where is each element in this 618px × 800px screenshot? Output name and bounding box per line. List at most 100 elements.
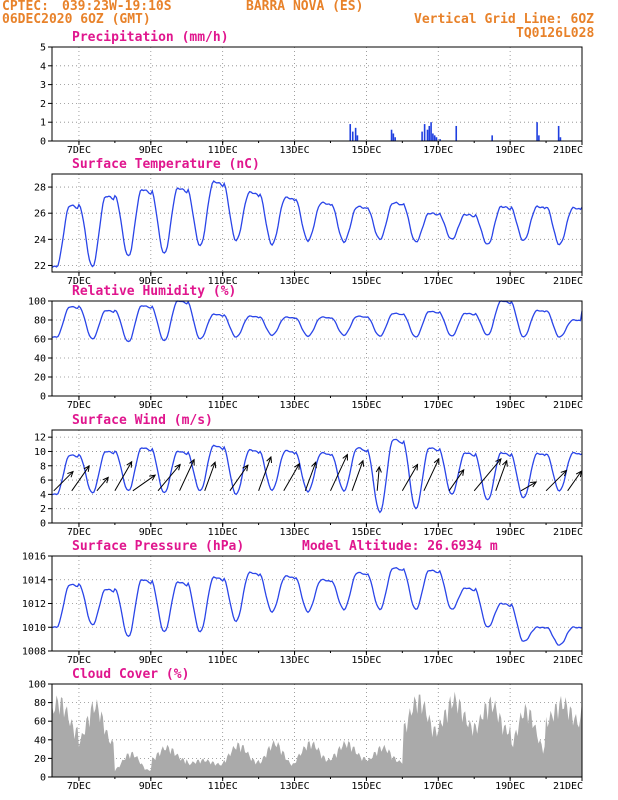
y-tick-label: 12	[34, 433, 46, 444]
y-tick-label: 80	[34, 698, 46, 709]
y-tick-label: 4	[40, 61, 46, 72]
wind-arrow	[157, 463, 181, 492]
plot-frame	[51, 683, 583, 778]
y-tick-label: 80	[34, 316, 46, 327]
precip-bar	[426, 129, 429, 141]
x-tick-label: 21DEC	[553, 781, 583, 792]
wind-arrow	[473, 458, 502, 492]
x-tick-label: 15DEC	[351, 655, 381, 666]
x-tick-label: 13DEC	[279, 655, 309, 666]
precip-bar	[354, 127, 357, 141]
plot-frame	[51, 173, 583, 273]
panel-title: Cloud Cover (%)	[72, 667, 189, 682]
y-tick-label: 26	[34, 209, 46, 220]
wind-arrow	[96, 476, 109, 492]
precip-bar	[491, 135, 493, 141]
x-tick-label: 15DEC	[351, 781, 381, 792]
wind-arrow	[423, 457, 440, 492]
y-tick-label: 8	[40, 461, 46, 472]
x-tick-label: 17DEC	[423, 527, 453, 538]
panel-title: Surface Pressure (hPa)	[72, 539, 244, 554]
series-line	[51, 300, 583, 343]
precip-bar	[439, 139, 441, 141]
x-tick-label: 15DEC	[351, 400, 381, 411]
x-tick-label: 17DEC	[423, 276, 453, 287]
y-tick-label: 1016	[22, 552, 46, 563]
x-tick-label: 7DEC	[67, 400, 91, 411]
x-tick-label: 15DEC	[351, 145, 381, 156]
y-tick-label: 1014	[22, 575, 46, 586]
y-tick-label: 4	[40, 490, 46, 501]
x-tick-label: 21DEC	[553, 527, 583, 538]
x-tick-label: 7DEC	[67, 655, 91, 666]
precip-bar	[435, 137, 438, 141]
header-source: CPTEC:	[2, 0, 49, 14]
precip-bar	[430, 122, 432, 141]
x-tick-label: 11DEC	[208, 527, 238, 538]
panel-5: Cloud Cover (%) 0 20 40 60 80 100 7DEC 9DEC 11DEC…	[28, 667, 583, 792]
model-altitude: Model Altitude: 26.6934 m	[302, 539, 498, 554]
wind-arrow	[283, 462, 300, 492]
panel-title: Relative Humidity (%)	[72, 284, 236, 299]
wind-arrow	[401, 463, 419, 492]
panel-0: Precipitation (mm/h) 0 1 2 3 4 5 7DEC 9DEC 11DEC 1…	[40, 30, 583, 156]
precip-bar	[351, 131, 354, 141]
x-tick-label: 17DEC	[423, 655, 453, 666]
y-tick-label: 6	[40, 476, 46, 487]
y-tick-label: 3	[40, 80, 46, 91]
y-tick-label: 2	[40, 99, 46, 110]
header-grid-note: Vertical Grid Line: 6OZ	[414, 12, 595, 27]
wind-arrow	[114, 460, 133, 492]
precip-bar	[536, 122, 538, 141]
panel-title: Surface Wind (m/s)	[72, 413, 213, 428]
precip-bar	[538, 135, 540, 141]
x-tick-label: 21DEC	[553, 655, 583, 666]
x-tick-label: 19DEC	[495, 655, 525, 666]
x-tick-label: 21DEC	[553, 400, 583, 411]
cloud-area	[52, 691, 582, 777]
y-tick-label: 28	[34, 183, 46, 194]
wind-arrow	[545, 469, 568, 492]
x-tick-label: 11DEC	[208, 400, 238, 411]
header-coords: 039:23W-19:10S	[62, 0, 172, 14]
wind-arrow	[567, 470, 583, 492]
y-tick-label: 2	[40, 504, 46, 515]
plot-frame	[51, 429, 583, 524]
x-tick-label: 9DEC	[139, 655, 163, 666]
x-tick-label: 19DEC	[495, 145, 525, 156]
wind-arrow	[179, 458, 195, 492]
y-tick-label: 24	[34, 235, 46, 246]
x-tick-label: 7DEC	[67, 276, 91, 287]
precip-bar	[356, 135, 359, 141]
y-tick-label: 20	[34, 754, 46, 765]
x-tick-label: 11DEC	[208, 276, 238, 287]
precip-bar	[428, 125, 431, 141]
series-line	[51, 438, 583, 514]
header-run: 06DEC2020 6OZ (GMT)	[2, 12, 151, 27]
y-tick-label: 0	[40, 137, 46, 148]
series-line	[51, 180, 583, 269]
precip-bar	[394, 137, 396, 141]
precip-bar	[557, 125, 560, 141]
plot-frame	[51, 300, 583, 397]
x-tick-label: 11DEC	[208, 781, 238, 792]
wind-arrow	[71, 464, 90, 492]
precip-bar	[390, 129, 393, 141]
y-tick-label: 22	[34, 261, 46, 272]
x-tick-label: 9DEC	[139, 527, 163, 538]
wind-arrow	[132, 474, 157, 492]
x-tick-label: 19DEC	[495, 400, 525, 411]
y-tick-label: 0	[40, 392, 46, 403]
x-tick-label: 19DEC	[495, 781, 525, 792]
precip-bar	[455, 125, 458, 141]
y-tick-label: 40	[34, 735, 46, 746]
x-tick-label: 7DEC	[67, 527, 91, 538]
wind-arrow	[53, 470, 74, 492]
y-tick-label: 20	[34, 373, 46, 384]
x-tick-label: 13DEC	[279, 400, 309, 411]
wind-arrow	[375, 465, 382, 491]
precip-bar	[559, 137, 562, 141]
x-tick-label: 17DEC	[423, 400, 453, 411]
